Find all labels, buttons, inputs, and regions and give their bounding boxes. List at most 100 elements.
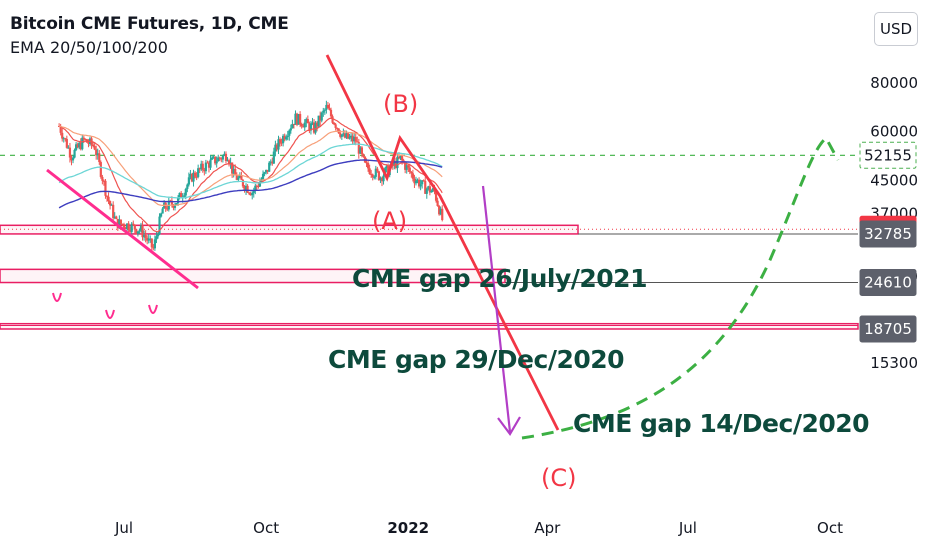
candle-body (61, 132, 64, 139)
candle-body (159, 213, 163, 217)
price-badge-box (859, 315, 917, 343)
candle-body (394, 161, 397, 168)
drawing-annotations (46, 54, 840, 440)
candle-body (237, 177, 240, 180)
candle-body (234, 168, 237, 176)
candle-body (172, 204, 175, 208)
time-tick-label: Jul (678, 519, 697, 537)
candle-body (354, 136, 357, 142)
candle-body (309, 123, 313, 131)
candle-body (292, 123, 296, 125)
candle-body (192, 172, 195, 182)
candle-body (268, 162, 271, 172)
projection-arrow-shaft (481, 185, 512, 433)
candle-body (430, 190, 433, 193)
candle-body (79, 142, 82, 150)
candle-body (180, 192, 183, 199)
candle-body (142, 234, 146, 238)
candle-body (104, 180, 107, 196)
candle-body (241, 179, 245, 187)
candle-body (215, 161, 218, 164)
candle-body (178, 192, 181, 198)
time-tick-label: Oct (817, 519, 843, 537)
cme-gap-label: CME gap 29/Dec/2020 (328, 345, 624, 374)
candle-body (158, 216, 161, 235)
candle-body (82, 137, 85, 140)
candle-body (289, 128, 292, 131)
candle-body (144, 234, 147, 238)
candle-body (254, 185, 257, 191)
candle-body (417, 179, 421, 187)
candle-body (319, 115, 322, 121)
candle-body (195, 176, 198, 178)
candle-body (271, 161, 274, 164)
candle-body (421, 180, 424, 185)
candle-body (62, 138, 65, 140)
price-badge-box (859, 141, 917, 169)
candle-body (325, 104, 328, 110)
candle-body (124, 227, 127, 230)
candle-body (404, 162, 407, 170)
candle-body (125, 223, 129, 230)
candle-body (221, 155, 224, 160)
candle-body (414, 180, 418, 184)
time-tick-label: Apr (534, 519, 561, 537)
candle-body (300, 123, 303, 127)
candle-body (306, 119, 309, 124)
candle-body (400, 156, 404, 161)
candle-body (377, 171, 381, 181)
candle-body (150, 238, 153, 248)
candle-body (122, 224, 126, 228)
candle-body (227, 160, 231, 165)
candle-body (269, 161, 272, 163)
candle-body (294, 113, 297, 125)
candle-body (255, 185, 258, 187)
projection-arrow-head (497, 416, 521, 436)
candle-body (411, 173, 414, 179)
candle-body (374, 168, 377, 177)
candle-body (419, 184, 422, 187)
candle-body (95, 149, 98, 156)
currency-unit-button[interactable]: USD (874, 12, 918, 46)
candle-body (326, 104, 330, 109)
candle-body (132, 223, 135, 225)
candle-body (359, 147, 362, 154)
time-tick-label: 2022 (387, 519, 429, 537)
candle-body (81, 137, 84, 150)
candle-body (78, 142, 81, 148)
candle-body (146, 237, 149, 241)
candle-body (240, 175, 243, 180)
candle-body (156, 234, 160, 237)
bottom-marker (105, 309, 115, 319)
pink-trendline (46, 168, 199, 290)
candle-body (141, 225, 144, 238)
candle-body (175, 203, 178, 205)
candle-body (153, 239, 156, 249)
candle-body (129, 230, 132, 232)
indicator-legend[interactable]: EMA 20/50/100/200 (10, 38, 168, 57)
candle-body (441, 208, 444, 221)
wave-label: (C) (541, 464, 576, 492)
candle-body (365, 162, 368, 164)
candle-body (283, 135, 286, 140)
candle-body (64, 138, 67, 140)
candle-body (113, 216, 116, 219)
candle-body (246, 185, 249, 193)
wave-label: (A) (372, 207, 407, 235)
recovery-projection-curve (521, 135, 840, 440)
candle-body (135, 229, 138, 234)
candle-body (212, 156, 215, 158)
candle-body (198, 168, 201, 170)
candle-body (410, 171, 413, 174)
candle-body (266, 169, 269, 172)
candle-body (382, 175, 385, 182)
ema-50-line (58, 125, 443, 207)
candle-body (328, 108, 331, 110)
candle-body (399, 156, 402, 159)
time-axis[interactable]: Jul Oct 2022 Apr Jul Oct (114, 519, 843, 537)
candle-body (197, 168, 200, 177)
candle-body (265, 169, 268, 173)
candle-body (436, 200, 439, 207)
candle-body (393, 161, 396, 166)
